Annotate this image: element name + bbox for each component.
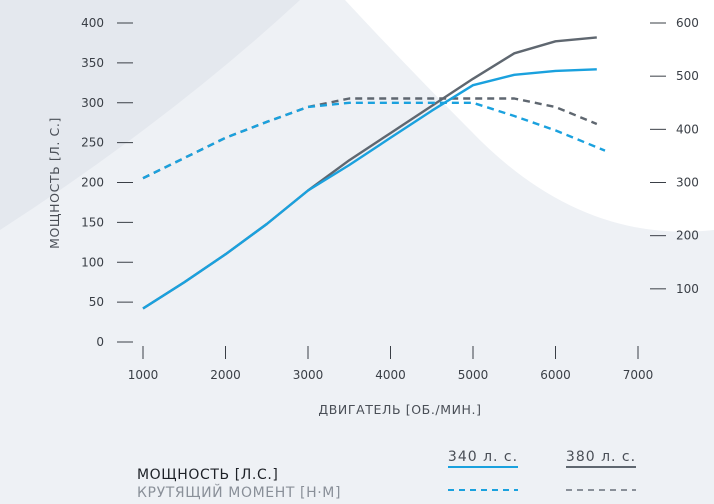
y-left-tick-label: 150 <box>81 215 104 229</box>
x-tick-label: 4000 <box>375 368 406 382</box>
y-left-tick-label: 100 <box>81 255 104 269</box>
y-left-tick-label: 250 <box>81 136 104 150</box>
background-wedge-left <box>0 0 300 230</box>
y-right-tick-label: 100 <box>676 282 699 296</box>
y-right-tick-label: 500 <box>676 69 699 83</box>
y-right-tick-label: 300 <box>676 176 699 190</box>
y-left-tick-label: 50 <box>89 295 104 309</box>
x-axis-title: ДВИГАТЕЛЬ [ОБ./МИН.] <box>318 402 481 417</box>
y-right-tick-label: 600 <box>676 16 699 30</box>
background-swoosh-right <box>345 0 714 232</box>
y-left-tick-label: 200 <box>81 176 104 190</box>
x-tick-label: 5000 <box>458 368 489 382</box>
legend-column-header: 340 л. с. <box>448 449 518 465</box>
x-tick-label: 7000 <box>623 368 654 382</box>
y-axis-title: МОЩНОСТЬ [Л. С.] <box>47 117 62 249</box>
legend-row-label: МОЩНОСТЬ [Л.С.] <box>137 467 278 483</box>
x-tick-label: 3000 <box>293 368 324 382</box>
legend-column-header: 380 л. с. <box>566 449 636 465</box>
x-tick-label: 6000 <box>540 368 571 382</box>
series-lines <box>142 36 606 310</box>
legend-row-label: КРУТЯЩИЙ МОМЕНТ [Н·М] <box>137 483 341 501</box>
x-tick-label: 1000 <box>128 368 159 382</box>
x-tick-label: 2000 <box>210 368 241 382</box>
y-left-tick-label: 350 <box>81 56 104 70</box>
y-left-tick-label: 0 <box>96 335 104 349</box>
power-line-340 <box>142 68 597 310</box>
y-right-tick-label: 200 <box>676 229 699 243</box>
legend: 340 л. с. 380 л. с. МОЩНОСТЬ [Л.С.]КРУТЯЩИ… <box>137 449 636 501</box>
y-left-tick-label: 300 <box>81 96 104 110</box>
y-left-tick-label: 400 <box>81 16 104 30</box>
y-right-tick-label: 400 <box>676 122 699 136</box>
torque-line-340 <box>142 101 606 180</box>
background-shapes <box>0 0 714 232</box>
axes: 0 50 100 150 200 250 300 350 400 100 200 300 400 500 6… <box>47 16 699 417</box>
